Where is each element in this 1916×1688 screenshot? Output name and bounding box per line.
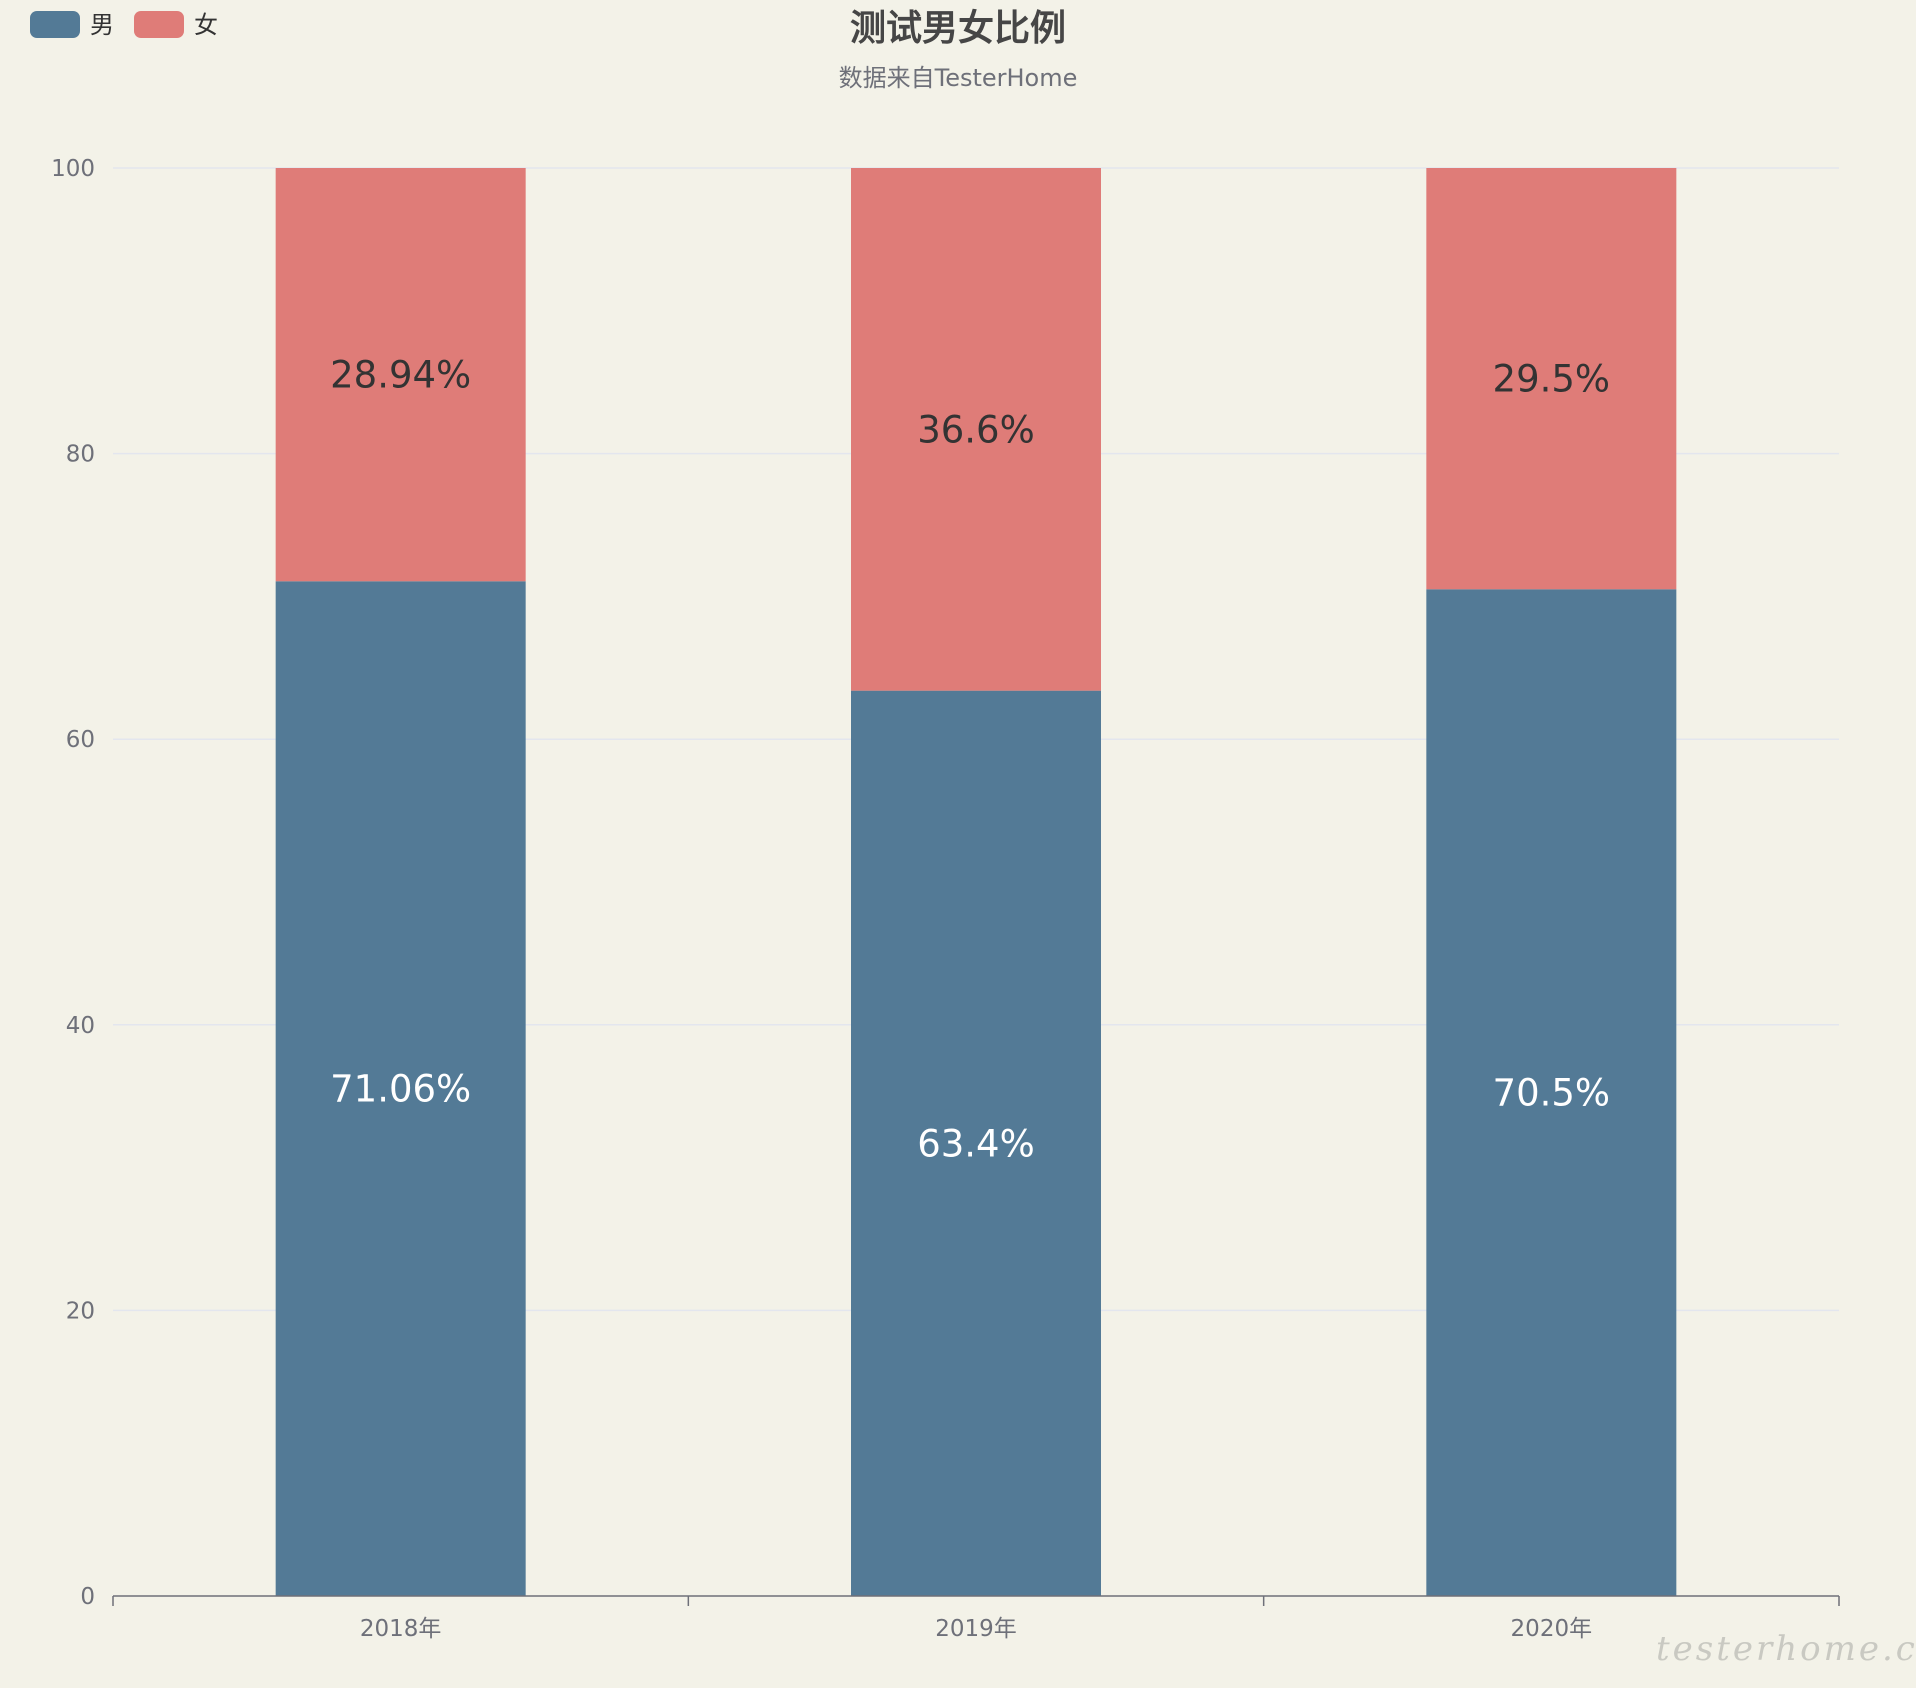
x-tick-label: 2020年 [1511,1616,1593,1642]
y-tick-label: 20 [66,1298,95,1324]
bar-female-0 [275,168,526,582]
bar-label: 71.06% [330,1068,471,1111]
bar-label: 28.94% [330,354,471,397]
bar-label: 36.6% [917,408,1035,451]
y-tick-label: 40 [66,1013,95,1039]
y-tick-label: 0 [80,1584,95,1610]
legend-swatch-female [134,11,184,38]
bar-female-1 [851,168,1101,691]
bar-female-2 [1426,168,1677,590]
legend-swatch-male [30,11,80,38]
y-axis: 0 20 40 60 80 100 [51,156,95,1610]
legend-label: 女 [194,11,218,39]
chart-title: 测试男女比例 [850,8,1066,49]
y-tick-label: 60 [66,727,95,753]
bar-label: 70.5% [1493,1072,1611,1115]
legend: 男女 [30,11,218,39]
bar-male-1 [851,690,1101,1596]
legend-label: 男 [90,11,114,39]
x-tick-label: 2019年 [935,1616,1017,1642]
x-tick-label: 2018年 [360,1616,442,1642]
bar-male-2 [1426,589,1677,1596]
chart-subtitle: 数据来自TesterHome [839,64,1078,92]
x-axis: 2018年 2019年 2020年 [112,1595,1840,1642]
y-tick-label: 80 [66,442,95,468]
bar-male-0 [275,581,526,1596]
bar-label: 29.5% [1493,358,1611,401]
bars: 71.06% 28.94% 63.4% 36.6% 70.5% 29.5% [275,168,1677,1596]
bar-label: 63.4% [917,1122,1035,1165]
watermark: testerhome.com [1656,1629,1916,1669]
y-tick-label: 100 [51,156,95,182]
